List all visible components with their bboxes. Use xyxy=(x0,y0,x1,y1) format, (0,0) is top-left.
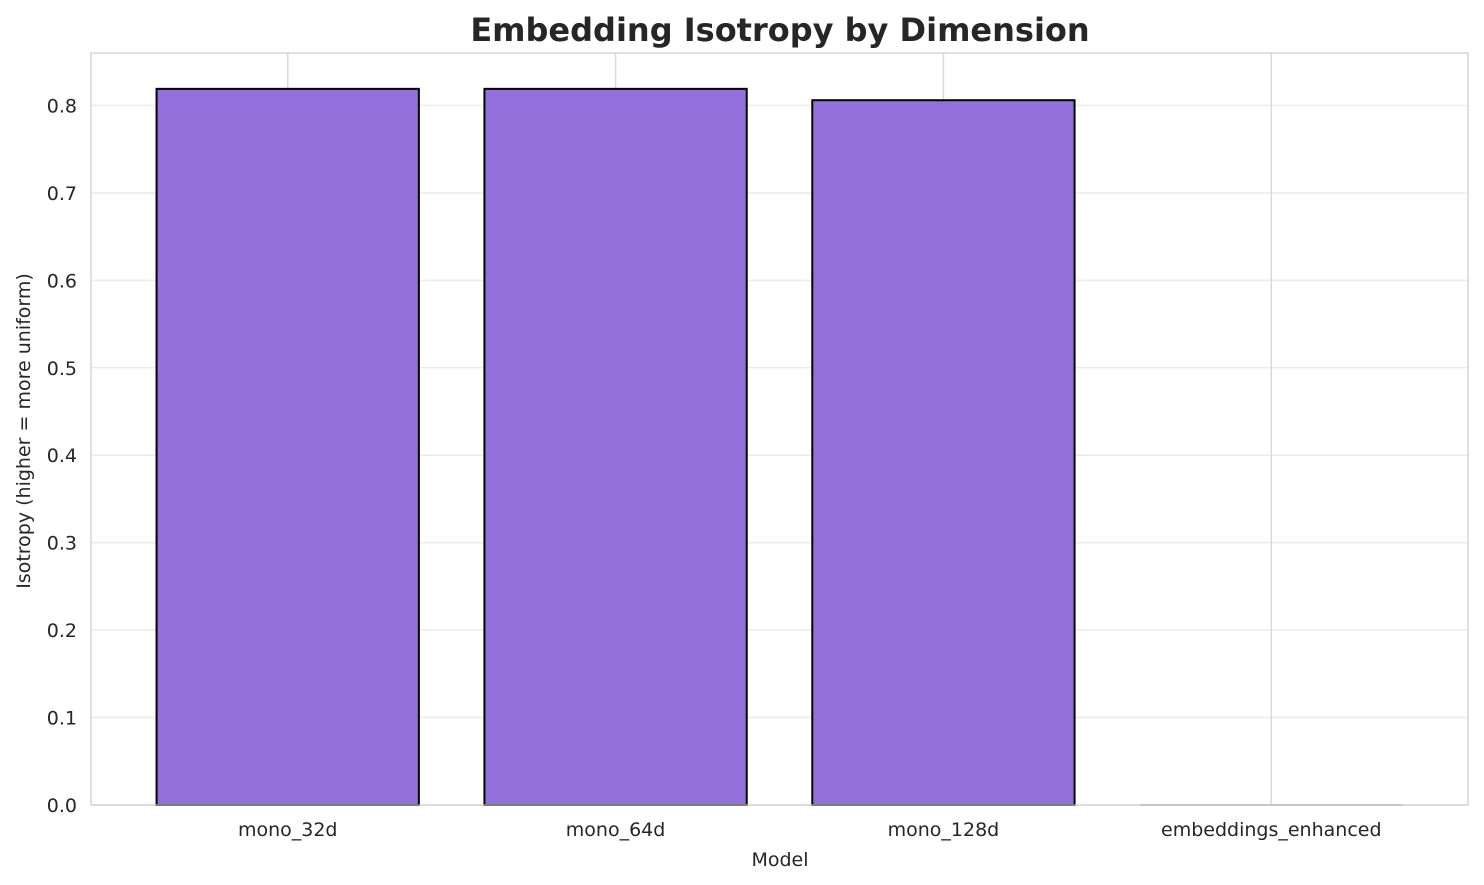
y-tick-label: 0.4 xyxy=(47,445,77,467)
bars xyxy=(155,87,1403,807)
chart-title: Embedding Isotropy by Dimension xyxy=(470,11,1089,49)
plot-frame xyxy=(90,52,1469,806)
x-tick-label: mono_64d xyxy=(566,819,666,841)
bar-mono_64d xyxy=(483,87,748,807)
y-tick-label: 0.5 xyxy=(47,358,77,380)
y-tick-label: 0.0 xyxy=(47,795,77,817)
y-tick-label: 0.8 xyxy=(47,95,77,117)
x-tick-label: embeddings_enhanced xyxy=(1161,819,1382,841)
y-tick-label: 0.6 xyxy=(47,270,77,292)
x-axis-label: Model xyxy=(751,849,808,871)
y-tick-labels: 0.0 0.1 0.2 0.3 0.4 0.5 0.6 0.7 0.8 xyxy=(47,95,77,817)
y-tick-label: 0.3 xyxy=(47,533,77,555)
x-tick-labels: mono_32d mono_64d mono_128d embeddings_enha… xyxy=(238,819,1382,841)
y-axis-label: Isotropy (higher = more uniform) xyxy=(13,273,35,589)
bar-mono_128d xyxy=(811,99,1076,806)
bar-mono_32d xyxy=(155,87,420,807)
y-tick-label: 0.2 xyxy=(47,620,77,642)
y-tick-label: 0.1 xyxy=(47,708,77,730)
x-tick-label: mono_128d xyxy=(888,819,1000,841)
y-tick-label: 0.7 xyxy=(47,183,77,205)
x-tick-label: mono_32d xyxy=(238,819,338,841)
